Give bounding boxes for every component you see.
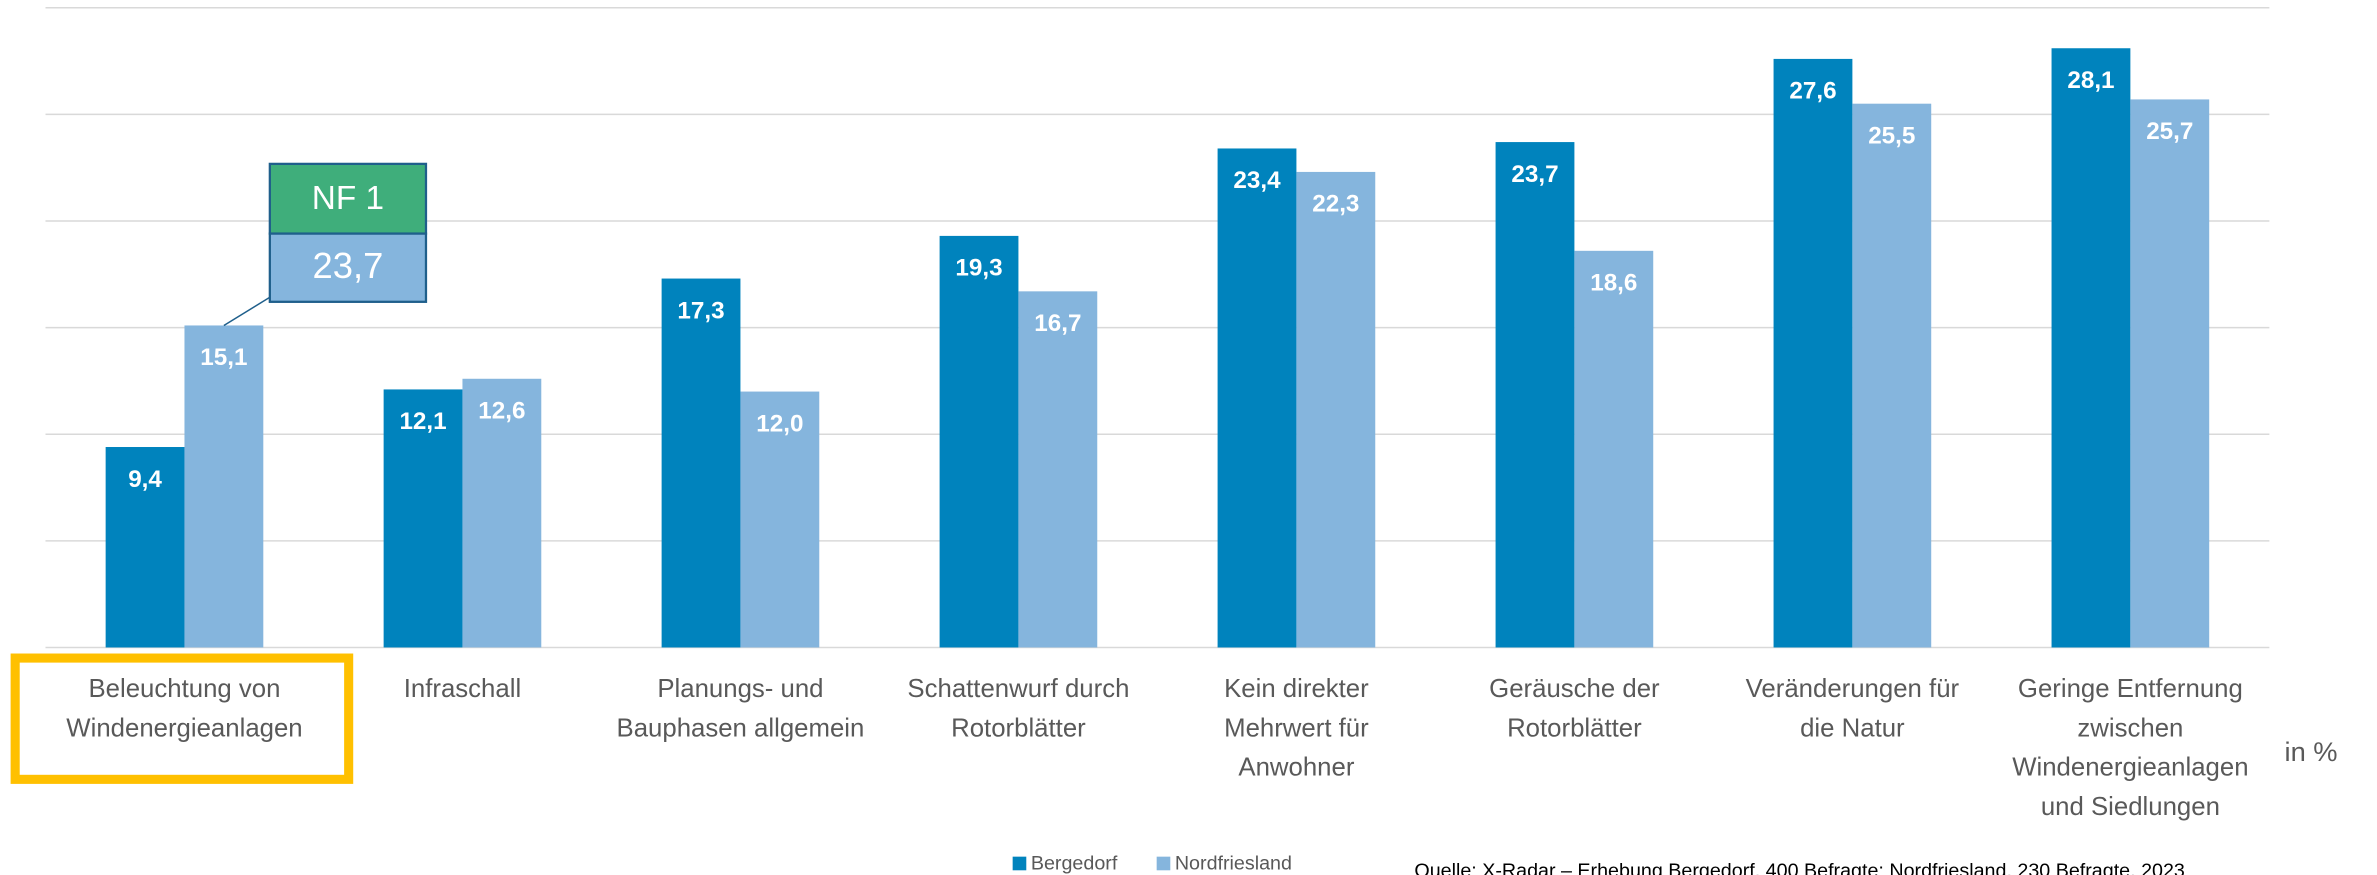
x-tick-label: Planungs- und Bauphasen allgemein bbox=[617, 675, 865, 742]
x-tick-label-line: Anwohner bbox=[1238, 754, 1354, 782]
bar bbox=[462, 378, 542, 648]
value-label: 18,6 bbox=[1590, 270, 1637, 297]
x-tick-label-line: Rotorblätter bbox=[951, 714, 1086, 742]
legend-swatch bbox=[1012, 856, 1027, 871]
x-tick-label: Infraschall bbox=[404, 675, 521, 703]
value-label: 9,4 bbox=[128, 466, 162, 493]
callout-text: 23,7 bbox=[313, 245, 384, 286]
bar bbox=[2130, 99, 2210, 648]
x-tick-label-line: Planungs- und bbox=[657, 675, 823, 703]
x-tick-label-line: die Natur bbox=[1800, 714, 1905, 742]
value-label: 17,3 bbox=[677, 297, 724, 324]
callout-line bbox=[223, 296, 271, 327]
x-tick-label-line: Geringe Entfernung bbox=[2018, 675, 2243, 703]
x-tick-label: Kein direkter Mehrwert für Anwohner bbox=[1224, 675, 1369, 782]
x-tick-label-line: Windenergieanlagen bbox=[66, 714, 302, 742]
highlight-box bbox=[10, 653, 354, 784]
x-tick-label-line: Bauphasen allgemein bbox=[617, 714, 865, 742]
x-tick-label: Geringe Entfernung zwischen Windenergieanl… bbox=[2012, 675, 2248, 821]
value-label: 25,7 bbox=[2146, 118, 2193, 145]
legend-swatch bbox=[1156, 856, 1171, 871]
bar bbox=[2051, 48, 2131, 648]
bar bbox=[1574, 250, 1654, 648]
x-tick-label-line: Beleuchtung von bbox=[88, 675, 280, 703]
callout-title: NF 1 bbox=[312, 180, 384, 217]
bar bbox=[184, 325, 264, 648]
x-tick-label: Beleuchtung von Windenergieanlagen bbox=[66, 675, 302, 742]
value-label: 27,6 bbox=[1789, 78, 1836, 105]
bar bbox=[1495, 142, 1575, 648]
value-label: 19,3 bbox=[955, 255, 1002, 282]
x-tick-label-line: Veränderungen für bbox=[1746, 675, 1960, 703]
value-label: 16,7 bbox=[1034, 310, 1081, 337]
bar bbox=[740, 391, 820, 648]
value-label: 28,1 bbox=[2067, 67, 2114, 94]
value-label: 15,1 bbox=[200, 344, 247, 371]
legend-label: Bergedorf bbox=[1031, 852, 1118, 874]
bar bbox=[939, 235, 1019, 648]
value-label: 12,1 bbox=[399, 408, 446, 435]
bar bbox=[1018, 291, 1098, 648]
x-tick-label-line: Geräusche der bbox=[1489, 675, 1660, 703]
bar bbox=[1773, 58, 1853, 648]
x-tick-label-line: und Siedlungen bbox=[2041, 793, 2220, 821]
bar bbox=[1296, 171, 1376, 648]
bar bbox=[383, 389, 463, 648]
x-tick-label: Veränderungen für die Natur bbox=[1746, 675, 1960, 742]
x-tick-label-line: Mehrwert für bbox=[1224, 714, 1369, 742]
x-tick-label-line: Infraschall bbox=[404, 675, 521, 703]
x-tick-label: Geräusche der Rotorblätter bbox=[1489, 675, 1660, 742]
value-label: 12,0 bbox=[756, 410, 803, 437]
legend-label: Nordfriesland bbox=[1175, 852, 1292, 874]
x-tick-label-line: Kein direkter bbox=[1224, 675, 1369, 703]
value-label: 23,7 bbox=[1511, 161, 1558, 188]
value-label: 23,4 bbox=[1233, 167, 1281, 194]
x-tick-label: Schattenwurf durch Rotorblätter bbox=[907, 675, 1129, 742]
value-label: 22,3 bbox=[1312, 191, 1359, 218]
x-tick-label-line: Rotorblätter bbox=[1507, 714, 1642, 742]
x-tick-label-line: Windenergieanlagen bbox=[2012, 754, 2248, 782]
unit-label: in % bbox=[2285, 736, 2338, 767]
bar bbox=[1217, 148, 1297, 648]
value-label: 25,5 bbox=[1868, 122, 1915, 149]
source: Quelle: X-Radar – Erhebung Bergedorf, 40… bbox=[1414, 860, 2185, 875]
callout-value-box bbox=[268, 232, 428, 303]
x-tick-label-line: zwischen bbox=[2077, 714, 2183, 742]
bar bbox=[661, 278, 741, 648]
bar bbox=[105, 447, 185, 648]
bar bbox=[1852, 103, 1932, 648]
value-label: 12,6 bbox=[478, 398, 525, 425]
x-tick-label-line: Schattenwurf durch bbox=[907, 675, 1129, 703]
